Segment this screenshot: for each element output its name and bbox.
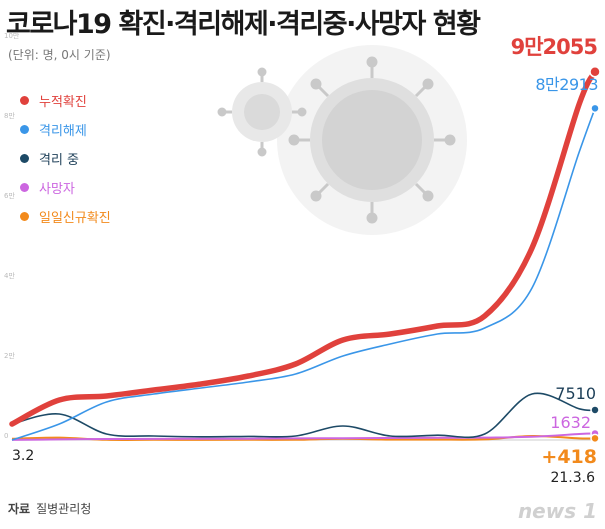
x-tick-start: 3.2	[12, 448, 34, 464]
legend-dot-new-daily	[20, 212, 29, 221]
legend-label-confirmed: 누적확진	[39, 95, 87, 110]
end-marker-released	[590, 103, 600, 114]
legend-dot-released	[20, 125, 29, 134]
legend-item-confirmed: 누적확진	[20, 86, 111, 115]
end-label-new-daily: +418	[541, 446, 597, 468]
y-tick-label: 0	[4, 432, 8, 440]
source-note: 자료 질병관리청	[8, 500, 91, 517]
legend-label-isolated: 격리 중	[39, 153, 80, 168]
legend: 누적확진 격리해제 격리 중 사망자 일일신규확진	[20, 86, 111, 231]
legend-label-new-daily: 일일신규확진	[39, 211, 111, 226]
series-line-deaths	[11, 432, 596, 441]
end-label-released: 8만2913	[535, 75, 598, 94]
end-label-isolated: 7510	[555, 384, 596, 403]
end-marker-confirmed	[589, 66, 601, 78]
series-line-released	[11, 108, 596, 441]
end-marker-isolated	[590, 405, 600, 415]
y-tick-label: 2만	[4, 351, 15, 360]
y-tick-label: 10만	[4, 31, 20, 40]
legend-item-released: 격리해제	[20, 115, 111, 144]
y-tick-label: 6만	[4, 191, 15, 200]
legend-dot-deaths	[20, 183, 29, 192]
series-line-confirmed	[9, 69, 598, 427]
virus-illustration-icon	[217, 45, 467, 235]
legend-dot-isolated	[20, 154, 29, 163]
unit-label: (단위: 명, 0시 기준)	[8, 48, 111, 62]
legend-label-deaths: 사망자	[39, 182, 75, 197]
y-tick-label: 4만	[4, 271, 15, 280]
legend-item-deaths: 사망자	[20, 173, 111, 202]
x-tick-end: 21.3.6	[550, 470, 595, 486]
source-label: 자료	[8, 502, 31, 516]
chart-title: 코로나19 확진·격리해제·격리중·사망자 현황	[6, 9, 481, 40]
legend-dot-confirmed	[20, 96, 29, 105]
end-marker-new-daily	[590, 433, 600, 444]
series-line-isolated	[11, 392, 596, 439]
end-label-confirmed: 9만2055	[511, 35, 598, 59]
legend-item-isolated: 격리 중	[20, 144, 111, 173]
y-tick-label: 8만	[4, 111, 15, 120]
source-text: 질병관리청	[36, 502, 92, 516]
legend-label-released: 격리해제	[39, 124, 87, 139]
end-label-deaths: 1632	[550, 413, 591, 432]
news1-logo: news 1	[517, 499, 597, 523]
legend-item-new-daily: 일일신규확진	[20, 202, 111, 231]
